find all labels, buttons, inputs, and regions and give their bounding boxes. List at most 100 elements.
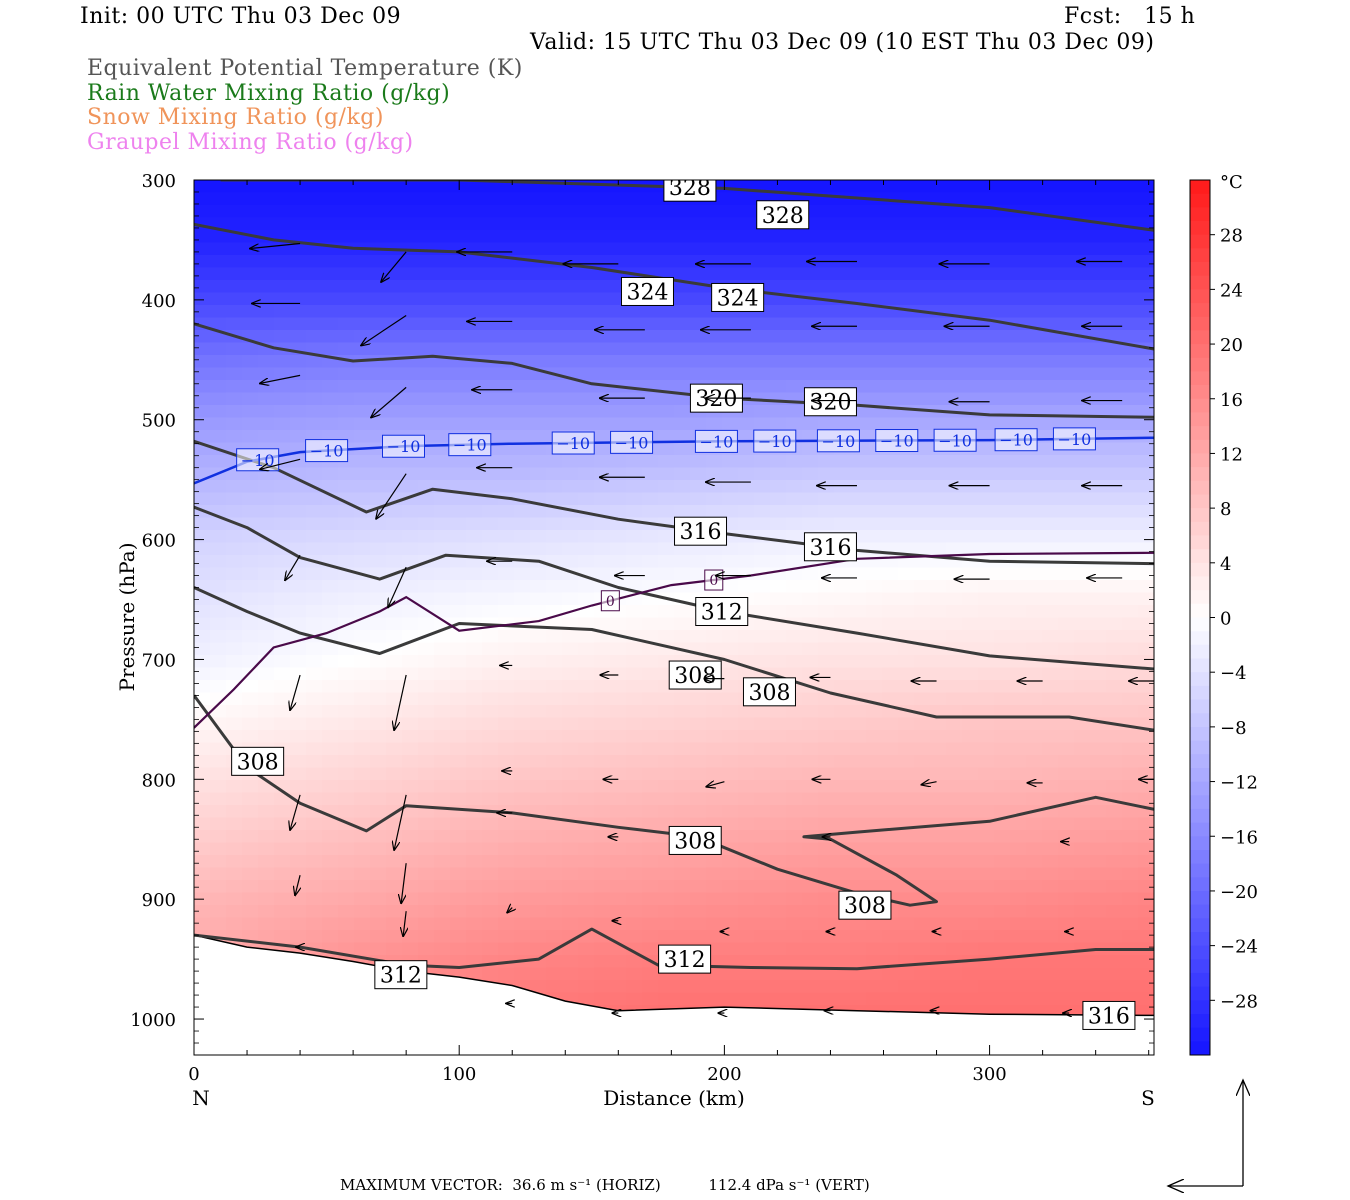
temperature-cell xyxy=(786,767,803,781)
isotherm-label: −10 xyxy=(310,442,344,461)
temperature-cell xyxy=(898,342,915,356)
temperature-cell xyxy=(770,905,787,919)
temperature-cell xyxy=(210,555,227,569)
temperature-cell xyxy=(594,217,611,231)
temperature-cell xyxy=(1074,642,1091,656)
temperature-cell xyxy=(1042,355,1059,369)
temperature-cell xyxy=(466,205,483,219)
temperature-cell xyxy=(466,342,483,356)
temperature-cell xyxy=(722,980,739,994)
temperature-cell xyxy=(226,305,243,319)
temperature-cell xyxy=(626,480,643,494)
temperature-cell xyxy=(914,230,931,244)
temperature-cell xyxy=(1138,767,1154,781)
temperature-cell xyxy=(450,642,467,656)
temperature-cell xyxy=(642,342,659,356)
temperature-cell xyxy=(482,530,499,544)
colorbar-tick-label: 0 xyxy=(1220,609,1231,630)
temperature-cell xyxy=(962,792,979,806)
temperature-cell xyxy=(1058,617,1075,631)
temperature-cell xyxy=(818,280,835,294)
colorbar-swatch xyxy=(1190,1041,1210,1056)
temperature-cell xyxy=(1010,942,1027,956)
x-end-label-south: S xyxy=(1141,1086,1155,1110)
temperature-cell xyxy=(562,892,579,906)
temperature-cell xyxy=(562,580,579,594)
temperature-cell xyxy=(1026,767,1043,781)
temperature-cell xyxy=(962,217,979,231)
temperature-cell xyxy=(546,580,563,594)
temperature-cell xyxy=(594,567,611,581)
temperature-cell xyxy=(434,542,451,556)
temperature-cell xyxy=(482,205,499,219)
temperature-cell xyxy=(210,480,227,494)
temperature-cell xyxy=(370,292,387,306)
temperature-cell xyxy=(1106,392,1123,406)
temperature-cell xyxy=(306,692,323,706)
wind-vector xyxy=(250,242,301,249)
temperature-cell xyxy=(1074,355,1091,369)
temperature-cell xyxy=(1010,855,1027,869)
temperature-cell xyxy=(1074,517,1091,531)
temperature-cell xyxy=(1138,880,1154,894)
temperature-cell xyxy=(418,417,435,431)
temperature-cell xyxy=(498,705,515,719)
temperature-cell xyxy=(930,792,947,806)
temperature-cell xyxy=(530,642,547,656)
temperature-cell xyxy=(674,905,691,919)
temperature-cell xyxy=(818,517,835,531)
temperature-cell xyxy=(978,330,995,344)
temperature-cell xyxy=(578,455,595,469)
temperature-cell xyxy=(370,517,387,531)
temperature-cell xyxy=(562,492,579,506)
temperature-cell xyxy=(1090,242,1107,256)
temperature-cell xyxy=(530,742,547,756)
temperature-cell xyxy=(290,805,307,819)
temperature-cell xyxy=(242,917,259,931)
temperature-cell xyxy=(642,242,659,256)
temperature-cell xyxy=(1074,230,1091,244)
temperature-cell xyxy=(258,405,275,419)
temperature-cell xyxy=(930,317,947,331)
temperature-cell xyxy=(354,880,371,894)
temperature-cell xyxy=(866,230,883,244)
temperature-cell xyxy=(226,355,243,369)
temperature-cell xyxy=(962,180,979,194)
temperature-cell xyxy=(258,317,275,331)
temperature-cell xyxy=(690,417,707,431)
temperature-cell xyxy=(962,530,979,544)
forecast-hour: Fcst: 15 h xyxy=(1064,4,1196,29)
temperature-cell xyxy=(530,542,547,556)
temperature-cell xyxy=(722,555,739,569)
temperature-cell xyxy=(1058,680,1075,694)
temperature-cell xyxy=(1058,992,1075,1006)
temperature-cell xyxy=(1106,442,1123,456)
temperature-cell xyxy=(1122,667,1139,681)
temperature-cell xyxy=(338,405,355,419)
temperature-cell xyxy=(754,817,771,831)
temperature-cell xyxy=(962,780,979,794)
temperature-cell xyxy=(946,367,963,381)
temperature-cell xyxy=(290,330,307,344)
temperature-cell xyxy=(210,605,227,619)
temperature-cell xyxy=(802,267,819,281)
temperature-cell xyxy=(930,217,947,231)
temperature-cell xyxy=(498,192,515,206)
temperature-cell xyxy=(930,355,947,369)
temperature-cell xyxy=(1058,342,1075,356)
temperature-cell xyxy=(946,242,963,256)
temperature-cell xyxy=(258,330,275,344)
temperature-cell xyxy=(226,580,243,594)
temperature-cell xyxy=(258,205,275,219)
temperature-cell xyxy=(514,717,531,731)
temperature-cell xyxy=(1010,605,1027,619)
temperature-cell xyxy=(242,630,259,644)
temperature-cell xyxy=(562,342,579,356)
temperature-cell xyxy=(914,355,931,369)
temperature-cell xyxy=(882,380,899,394)
temperature-cell xyxy=(578,580,595,594)
temperature-cell xyxy=(194,667,211,681)
temperature-cell xyxy=(1042,592,1059,606)
temperature-cell xyxy=(530,980,547,994)
temperature-cell xyxy=(386,542,403,556)
